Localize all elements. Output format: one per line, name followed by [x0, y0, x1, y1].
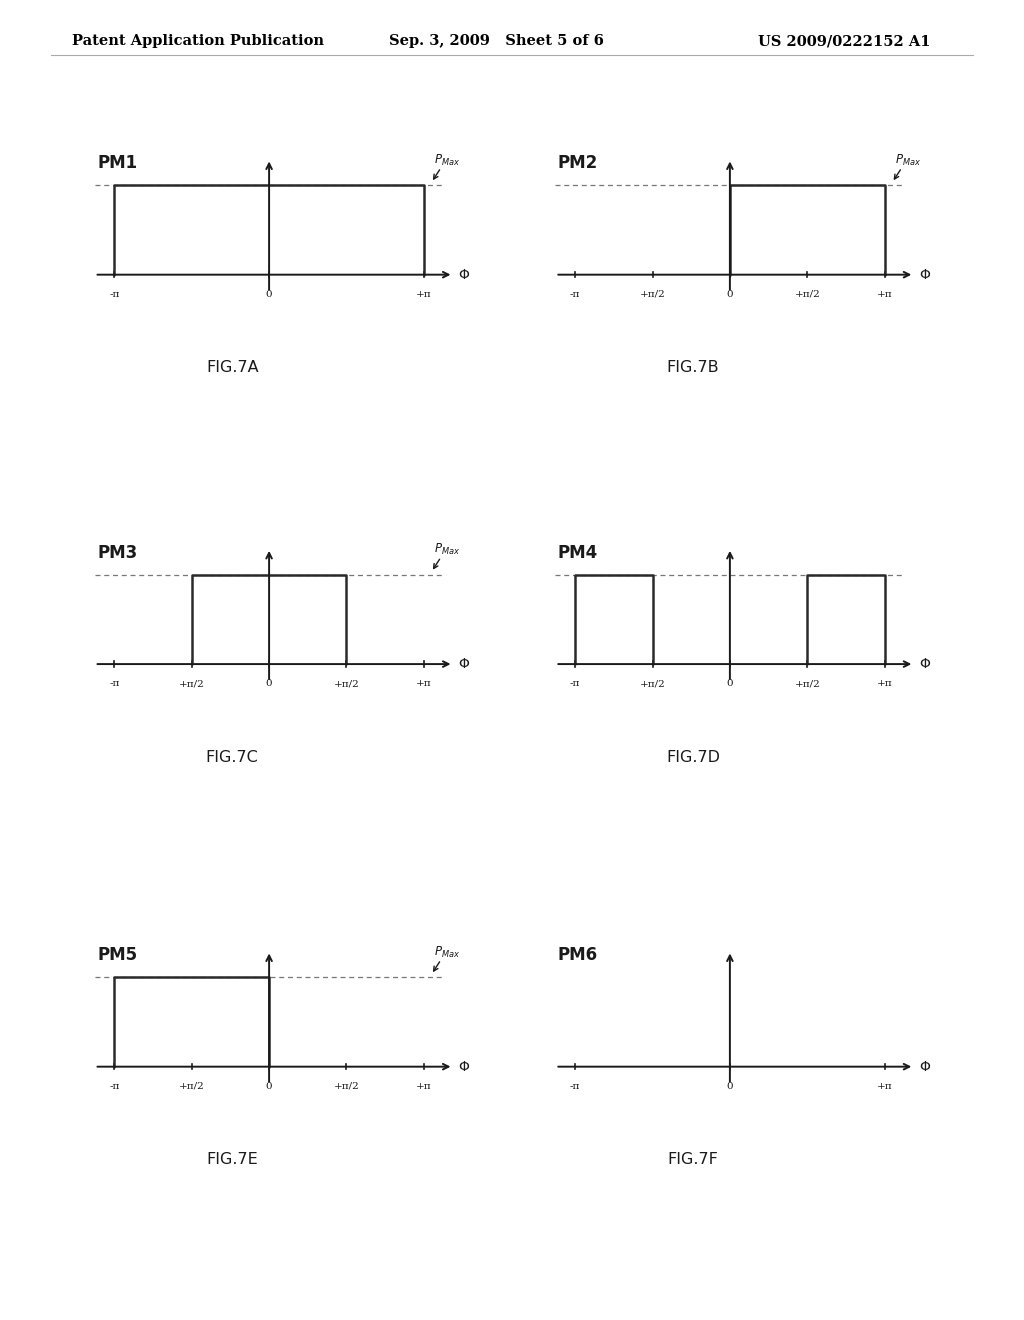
- Text: PM6: PM6: [558, 946, 598, 964]
- Text: 0: 0: [266, 680, 272, 688]
- Text: +π: +π: [877, 680, 893, 688]
- Text: +π/2: +π/2: [640, 290, 666, 298]
- Text: +π: +π: [416, 290, 432, 298]
- Text: PM5: PM5: [97, 946, 137, 964]
- Text: +π: +π: [416, 680, 432, 688]
- Text: 0: 0: [727, 290, 733, 298]
- Text: PM2: PM2: [558, 154, 598, 172]
- Text: +π: +π: [877, 1082, 893, 1090]
- Text: +π/2: +π/2: [334, 1082, 359, 1090]
- Text: $\Phi$: $\Phi$: [459, 268, 470, 281]
- Text: $P_{Max}$: $P_{Max}$: [434, 945, 460, 960]
- Text: PM4: PM4: [558, 544, 598, 561]
- Text: 0: 0: [266, 290, 272, 298]
- Text: +π/2: +π/2: [640, 680, 666, 688]
- Text: FIG.7C: FIG.7C: [206, 750, 259, 764]
- Text: $\Phi$: $\Phi$: [920, 657, 931, 671]
- Text: +π/2: +π/2: [179, 1082, 205, 1090]
- Text: 0: 0: [266, 1082, 272, 1090]
- Text: +π: +π: [877, 290, 893, 298]
- Text: $P_{Max}$: $P_{Max}$: [434, 153, 460, 168]
- Text: +π/2: +π/2: [795, 290, 820, 298]
- Text: PM3: PM3: [97, 544, 137, 561]
- Text: +π/2: +π/2: [179, 680, 205, 688]
- Text: $P_{Max}$: $P_{Max}$: [895, 153, 921, 168]
- Text: $P_{Max}$: $P_{Max}$: [434, 543, 460, 557]
- Text: -π: -π: [110, 1082, 120, 1090]
- Text: PM1: PM1: [97, 154, 137, 172]
- Text: FIG.7B: FIG.7B: [667, 360, 719, 375]
- Text: Patent Application Publication: Patent Application Publication: [72, 34, 324, 49]
- Text: $\Phi$: $\Phi$: [459, 1060, 470, 1073]
- Text: +π/2: +π/2: [795, 680, 820, 688]
- Text: Sep. 3, 2009   Sheet 5 of 6: Sep. 3, 2009 Sheet 5 of 6: [389, 34, 604, 49]
- Text: US 2009/0222152 A1: US 2009/0222152 A1: [758, 34, 930, 49]
- Text: +π: +π: [416, 1082, 432, 1090]
- Text: $\Phi$: $\Phi$: [459, 657, 470, 671]
- Text: FIG.7E: FIG.7E: [207, 1152, 258, 1167]
- Text: FIG.7D: FIG.7D: [666, 750, 720, 764]
- Text: $\Phi$: $\Phi$: [920, 1060, 931, 1073]
- Text: FIG.7A: FIG.7A: [206, 360, 258, 375]
- Text: -π: -π: [110, 680, 120, 688]
- Text: +π/2: +π/2: [334, 680, 359, 688]
- Text: 0: 0: [727, 1082, 733, 1090]
- Text: -π: -π: [570, 680, 581, 688]
- Text: $\Phi$: $\Phi$: [920, 268, 931, 281]
- Text: 0: 0: [727, 680, 733, 688]
- Text: -π: -π: [570, 1082, 581, 1090]
- Text: -π: -π: [110, 290, 120, 298]
- Text: -π: -π: [570, 290, 581, 298]
- Text: FIG.7F: FIG.7F: [668, 1152, 719, 1167]
